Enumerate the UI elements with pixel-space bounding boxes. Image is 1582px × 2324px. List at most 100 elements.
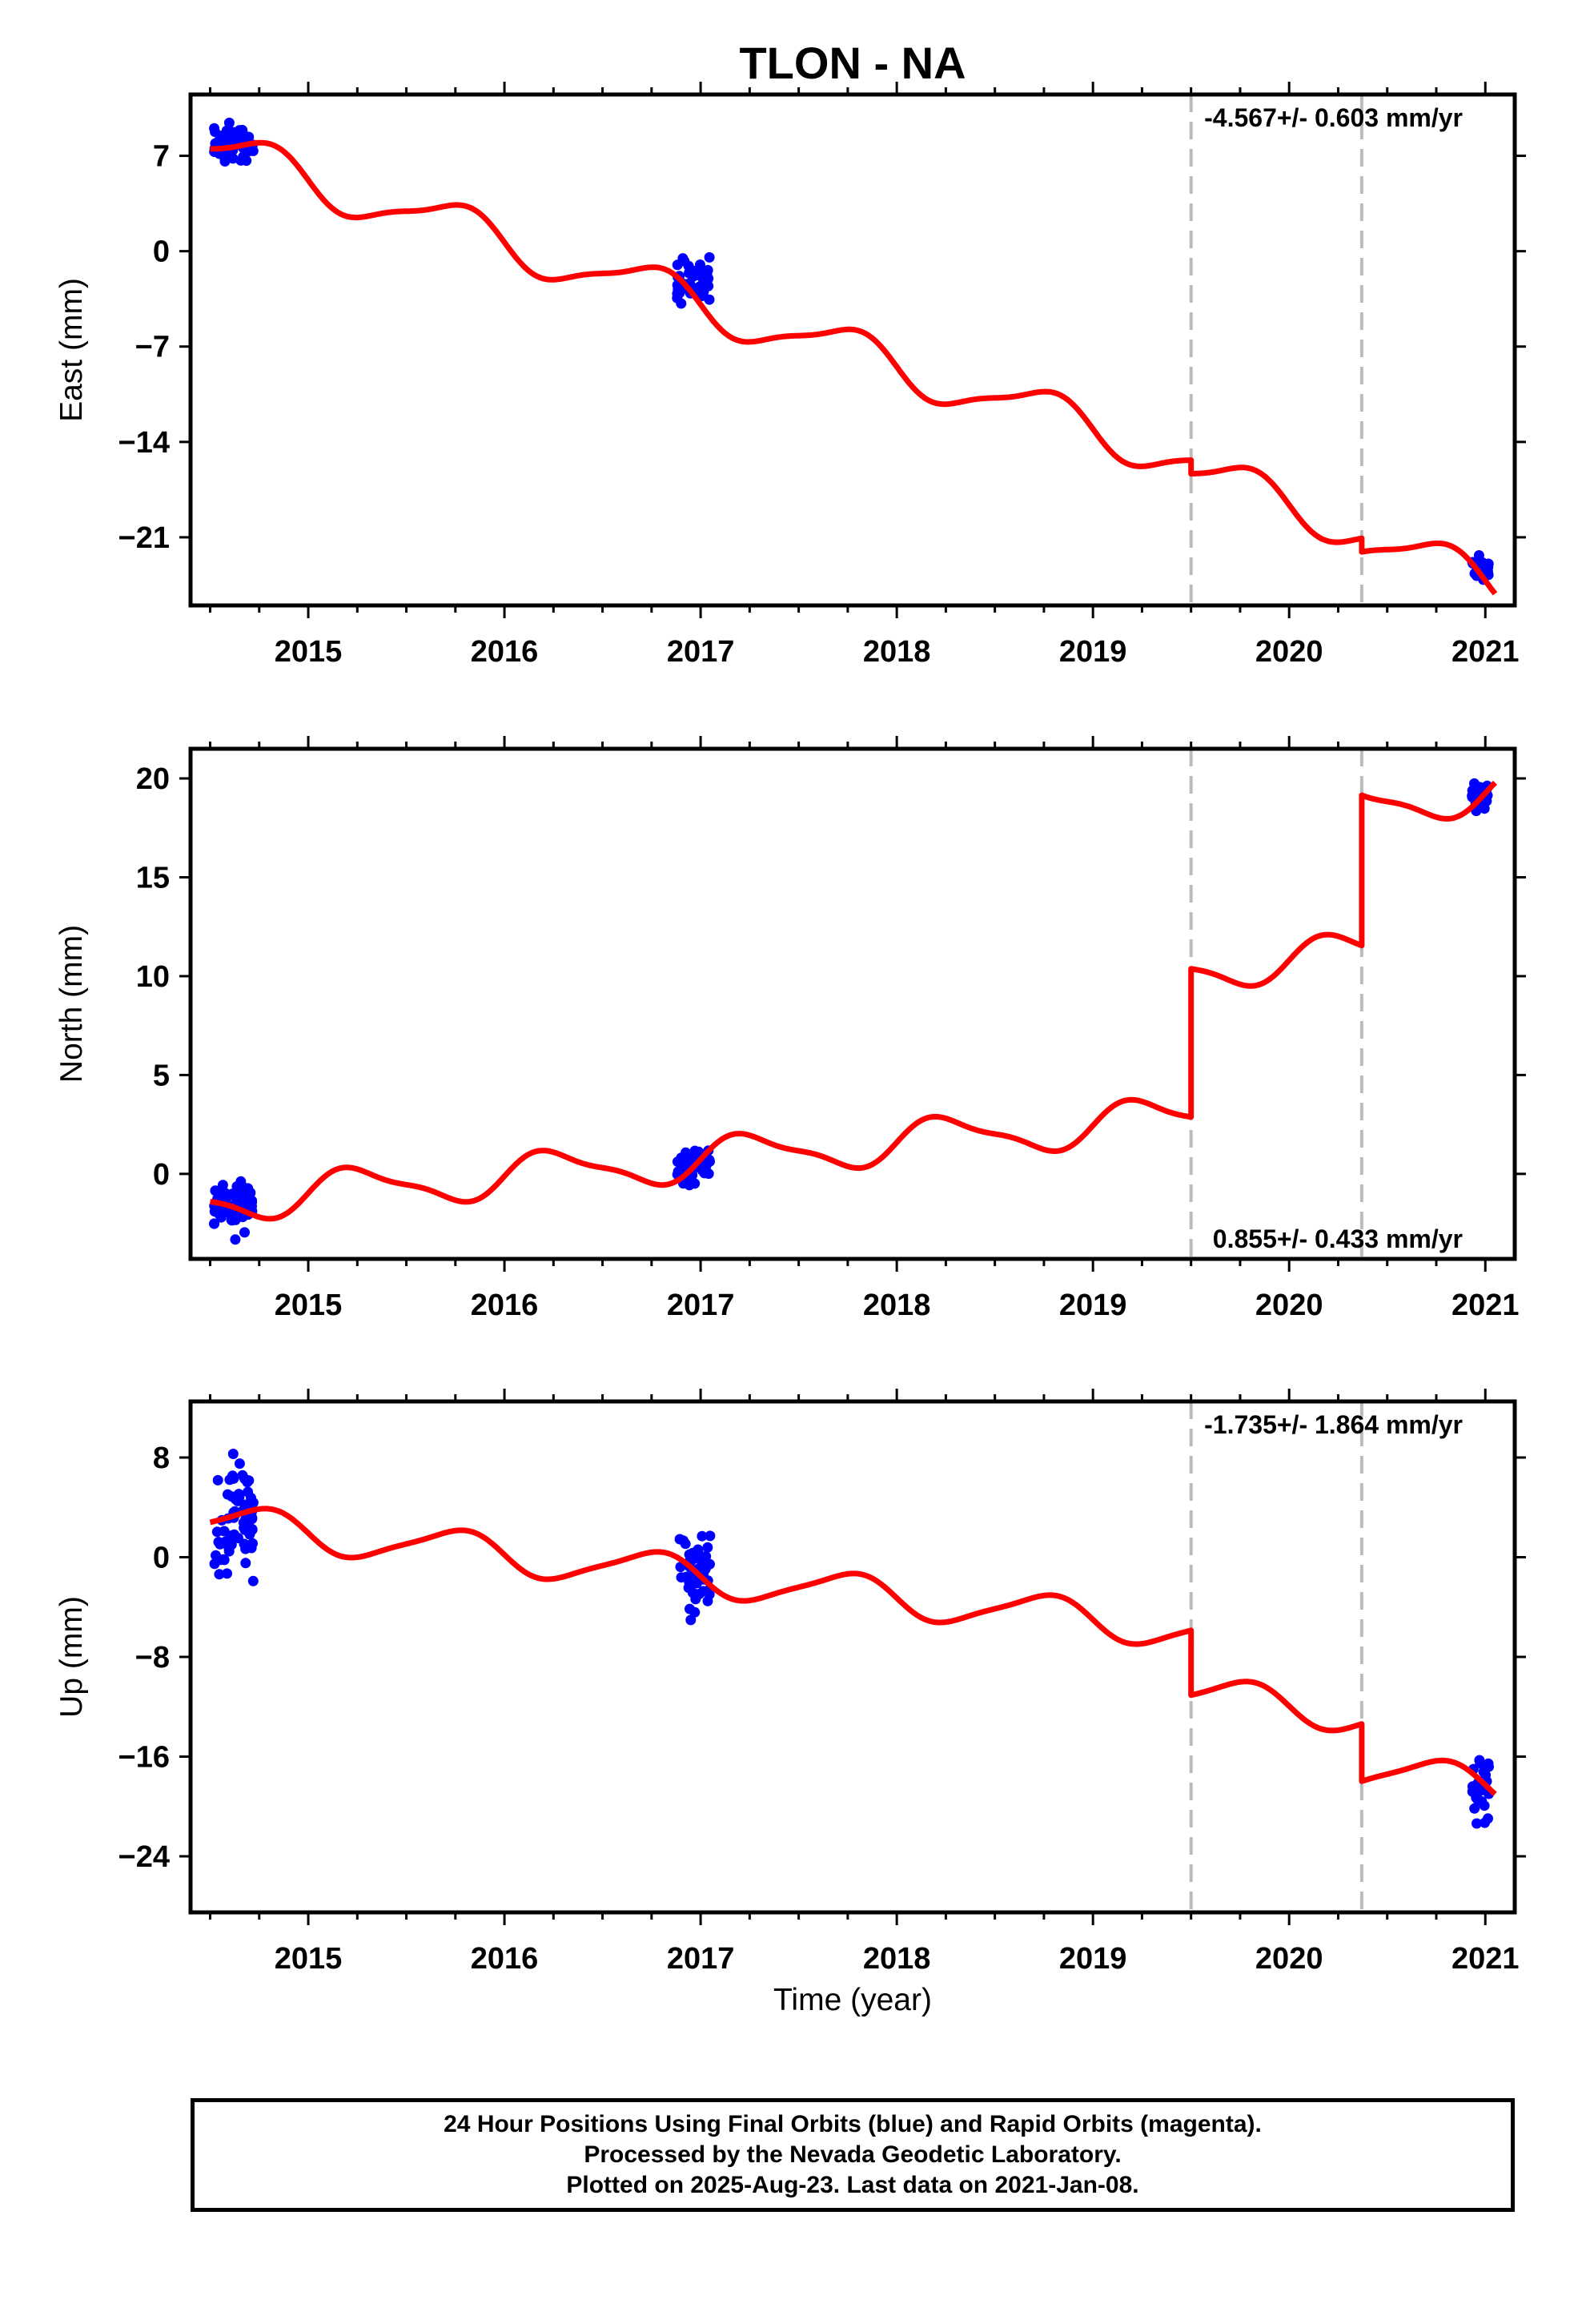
data-point xyxy=(681,1571,692,1582)
data-point xyxy=(244,1529,255,1540)
x-tick-label: 2020 xyxy=(1255,635,1323,669)
x-tick-label: 2017 xyxy=(667,1942,735,1976)
x-tick-label: 2018 xyxy=(863,635,931,669)
y-tick-label: 0 xyxy=(153,1542,170,1575)
y-axis-label: East (mm) xyxy=(54,278,89,422)
data-point xyxy=(672,259,683,271)
data-point xyxy=(1474,1755,1485,1766)
data-point xyxy=(219,153,231,164)
y-tick-label: 5 xyxy=(153,1059,170,1092)
data-point xyxy=(685,1580,697,1591)
data-point xyxy=(689,1606,701,1618)
data-point xyxy=(247,1538,258,1550)
x-tick-label: 2015 xyxy=(275,1942,343,1976)
data-point xyxy=(693,1547,704,1558)
data-point xyxy=(697,1530,708,1542)
data-point xyxy=(240,1192,251,1203)
data-point xyxy=(703,280,714,292)
y-tick-label: −8 xyxy=(135,1641,170,1675)
rate-annotation: -1.735+/- 1.864 mm/yr xyxy=(1204,1410,1463,1439)
data-point xyxy=(1467,1786,1478,1797)
y-tick-label: 10 xyxy=(136,960,170,994)
rate-annotation: 0.855+/- 0.433 mm/yr xyxy=(1213,1224,1463,1253)
data-point xyxy=(1483,1758,1494,1769)
data-point xyxy=(209,123,220,134)
x-tick-label: 2020 xyxy=(1255,1289,1323,1322)
data-point xyxy=(234,1458,245,1470)
x-tick-label: 2021 xyxy=(1452,1289,1520,1322)
data-point xyxy=(697,1586,709,1597)
data-point xyxy=(1467,791,1478,802)
x-tick-label: 2018 xyxy=(863,1289,931,1322)
x-tick-label: 2017 xyxy=(667,635,735,669)
data-point xyxy=(680,1538,691,1550)
data-point xyxy=(223,117,235,128)
y-tick-label: −7 xyxy=(135,331,170,364)
model-curve xyxy=(208,780,1497,1222)
data-point xyxy=(1472,1818,1482,1829)
y-tick-label: −14 xyxy=(118,426,170,460)
footer-box: 24 Hour Positions Using Final Orbits (bl… xyxy=(191,2098,1515,2212)
footer-line-3: Plotted on 2025-Aug-23. Last data on 202… xyxy=(566,2172,1139,2198)
x-tick-label: 2019 xyxy=(1059,1289,1127,1322)
data-point xyxy=(1469,1803,1480,1814)
y-axis-label: Up (mm) xyxy=(54,1596,89,1718)
data-point xyxy=(226,131,237,143)
x-tick-label: 2018 xyxy=(863,1942,931,1976)
x-tick-label: 2020 xyxy=(1255,1942,1323,1976)
x-tick-label: 2016 xyxy=(471,1289,539,1322)
x-tick-label: 2021 xyxy=(1452,635,1520,669)
data-point xyxy=(681,1154,693,1165)
data-point xyxy=(230,1234,241,1245)
data-point xyxy=(222,1489,233,1500)
rate-annotation: -4.567+/- 0.603 mm/yr xyxy=(1204,103,1463,132)
y-tick-label: −21 xyxy=(118,521,170,555)
data-cluster-3 xyxy=(1467,550,1494,585)
data-point xyxy=(232,1533,243,1543)
data-point xyxy=(694,281,705,292)
y-tick-label: 20 xyxy=(136,762,170,796)
data-point xyxy=(704,251,715,263)
data-point xyxy=(228,1473,239,1484)
data-point xyxy=(705,1530,716,1542)
x-tick-label: 2019 xyxy=(1059,635,1127,669)
data-cluster-1 xyxy=(209,1449,259,1586)
plot-frame xyxy=(188,746,1517,1261)
data-point xyxy=(211,1526,223,1538)
data-point xyxy=(694,270,705,281)
panel-1: 7 0 −7 −14 −21 2015 2016 2017 2018 2019 2020 2021 Ea… xyxy=(54,82,1526,669)
data-point xyxy=(672,1156,683,1168)
data-point xyxy=(214,1569,225,1580)
data-cluster-2 xyxy=(674,1530,716,1626)
data-point xyxy=(676,298,687,309)
plot-frame xyxy=(188,92,1517,608)
data-point xyxy=(1472,1794,1484,1805)
data-point xyxy=(237,125,248,136)
y-tick-label: 0 xyxy=(153,235,170,269)
footer-line-2: Processed by the Nevada Geodetic Laborat… xyxy=(584,2141,1122,2168)
model-curve xyxy=(208,1506,1497,1796)
data-point xyxy=(704,294,715,305)
data-point xyxy=(219,1537,230,1548)
data-point xyxy=(1480,1817,1490,1828)
data-point xyxy=(218,1554,229,1565)
y-tick-label: 8 xyxy=(153,1441,170,1475)
panel-3: 8 0 −8 −16 −24 2015 2016 2017 2018 2019 2020 2021 Up… xyxy=(54,1389,1526,1976)
data-point xyxy=(239,1227,250,1238)
data-point xyxy=(217,130,227,141)
data-point xyxy=(685,1614,697,1626)
data-point xyxy=(237,1470,248,1481)
data-point xyxy=(1478,1767,1489,1778)
footer-line-1: 24 Hour Positions Using Final Orbits (bl… xyxy=(444,2111,1262,2137)
x-tick-label: 2017 xyxy=(667,1289,735,1322)
data-point xyxy=(240,1558,251,1569)
data-point xyxy=(212,1474,223,1486)
y-tick-label: −24 xyxy=(118,1840,170,1874)
y-tick-label: 15 xyxy=(136,861,170,895)
data-point xyxy=(224,1208,235,1219)
x-tick-label: 2015 xyxy=(275,635,343,669)
data-point xyxy=(689,1178,701,1189)
data-point xyxy=(697,1558,708,1570)
